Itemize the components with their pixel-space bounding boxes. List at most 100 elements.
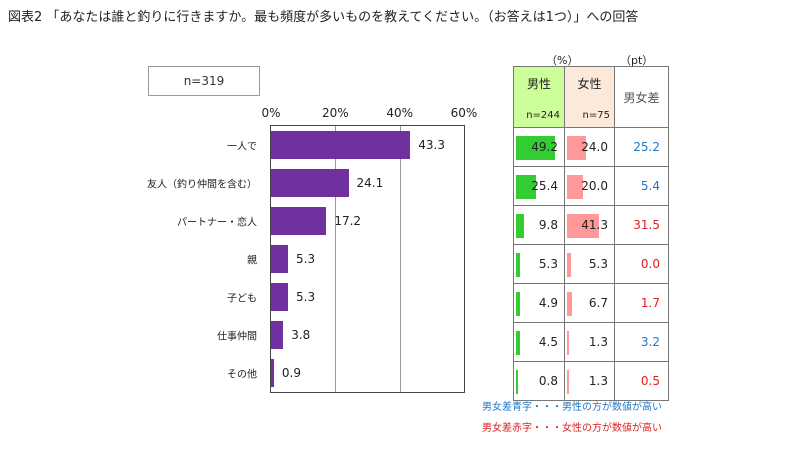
gridline [335, 126, 337, 392]
sample-size-label: n=319 [183, 74, 225, 88]
female-bar [567, 253, 572, 277]
gender-breakdown-table: 男性 n=244 女性 n=75 男女差 49.2 24.0 25.2 25.4 20.… [513, 66, 669, 401]
male-value: 0.8 [538, 374, 558, 388]
diff-value: 31.5 [633, 218, 660, 232]
diff-value: 0.0 [640, 257, 660, 271]
table-row: 25.4 20.0 5.4 [513, 166, 669, 206]
male-bar [516, 253, 521, 277]
male-value: 49.2 [531, 140, 558, 154]
female-cell: 6.7 [564, 283, 615, 323]
diff-cell: 5.4 [614, 166, 669, 206]
bar-plot-area: 43.3 24.1 17.2 5.3 5.3 3.8 0.9 [270, 125, 465, 393]
diff-value: 0.5 [640, 374, 660, 388]
male-cell: 5.3 [513, 244, 565, 284]
male-header: 男性 n=244 [513, 66, 565, 128]
category-label: 友人（釣り仲間を含む） [147, 179, 257, 191]
diff-cell: 3.2 [614, 322, 669, 362]
table-row: 5.3 5.3 0.0 [513, 244, 669, 284]
female-cell: 20.0 [564, 166, 615, 206]
bar-value-label: 24.1 [356, 176, 384, 190]
diff-value: 5.4 [640, 179, 660, 193]
female-n: n=75 [582, 110, 610, 121]
bar [271, 359, 274, 387]
table-row: 9.8 41.3 31.5 [513, 205, 669, 245]
bar-value-label: 0.9 [281, 366, 301, 380]
male-cell: 4.5 [513, 322, 565, 362]
diff-cell: 25.2 [614, 127, 669, 167]
note-red: 男女差赤字・・・女性の方が数値が高い [482, 423, 662, 434]
x-tick-label: 40% [386, 106, 413, 120]
male-value: 4.5 [538, 335, 558, 349]
category-label: パートナー・恋人 [177, 217, 257, 229]
diff-value: 3.2 [640, 335, 660, 349]
male-value: 5.3 [538, 257, 558, 271]
diff-header: 男女差 [614, 66, 669, 128]
diff-value: 1.7 [640, 296, 660, 310]
diff-value: 25.2 [633, 140, 660, 154]
bar [271, 207, 327, 235]
bar-value-label: 43.3 [418, 138, 445, 152]
female-value: 1.3 [588, 374, 608, 388]
table-row: 49.2 24.0 25.2 [513, 127, 669, 167]
female-cell: 24.0 [564, 127, 615, 167]
female-bar [567, 136, 586, 160]
male-bar [516, 370, 518, 394]
male-value: 25.4 [531, 179, 558, 193]
note-blue: 男女差青字・・・男性の方が数値が高い [482, 402, 662, 413]
diff-cell: 1.7 [614, 283, 669, 323]
unit-percent: （%） [546, 54, 579, 67]
male-value: 9.8 [538, 218, 558, 232]
female-bar [567, 292, 573, 316]
female-value: 1.3 [588, 335, 608, 349]
table-row: 0.8 1.3 0.5 [513, 361, 669, 401]
bar-value-label: 3.8 [291, 328, 311, 342]
unit-point: （pt） [620, 54, 654, 67]
male-n: n=244 [526, 110, 560, 121]
male-value: 4.9 [538, 296, 558, 310]
male-cell: 49.2 [513, 127, 565, 167]
female-value: 24.0 [581, 140, 608, 154]
bar-value-label: 5.3 [296, 252, 316, 266]
male-bar [516, 331, 520, 355]
bar [271, 245, 289, 273]
bar [271, 283, 289, 311]
bar-value-label: 17.2 [334, 214, 362, 228]
male-bar [516, 292, 520, 316]
category-label: 子ども [227, 293, 257, 305]
category-label: 一人で [227, 141, 257, 153]
gridline [399, 126, 401, 392]
female-cell: 1.3 [564, 322, 615, 362]
bar-value-label: 5.3 [296, 290, 316, 304]
female-value: 41.3 [581, 218, 608, 232]
female-header: 女性 n=75 [564, 66, 615, 128]
bar [271, 131, 411, 159]
category-label: 親 [247, 255, 257, 267]
female-header-label: 女性 [577, 77, 602, 91]
female-bar [567, 214, 600, 238]
male-bar [516, 175, 536, 199]
bar [271, 321, 284, 349]
female-cell: 41.3 [564, 205, 615, 245]
diff-cell: 0.0 [614, 244, 669, 284]
x-tick-label: 60% [450, 106, 478, 120]
bar [271, 169, 349, 197]
category-label: その他 [227, 369, 257, 381]
male-header-label: 男性 [526, 77, 551, 91]
diff-cell: 0.5 [614, 361, 669, 401]
male-cell: 9.8 [513, 205, 565, 245]
female-value: 20.0 [581, 179, 608, 193]
male-cell: 4.9 [513, 283, 565, 323]
female-bar [567, 331, 569, 355]
sample-size-box: n=319 [148, 66, 260, 96]
female-cell: 5.3 [564, 244, 615, 284]
male-bar [516, 214, 524, 238]
female-value: 6.7 [588, 296, 608, 310]
female-value: 5.3 [588, 257, 608, 271]
table-row: 4.5 1.3 3.2 [513, 322, 669, 362]
x-tick-label: 20% [321, 106, 349, 120]
category-label: 仕事仲間 [217, 331, 257, 343]
chart-title: 図表2 「あなたは誰と釣りに行きますか。最も頻度が多いものを教えてください。（お… [8, 10, 639, 25]
female-bar [567, 370, 569, 394]
diff-cell: 31.5 [614, 205, 669, 245]
male-bar [516, 136, 555, 160]
